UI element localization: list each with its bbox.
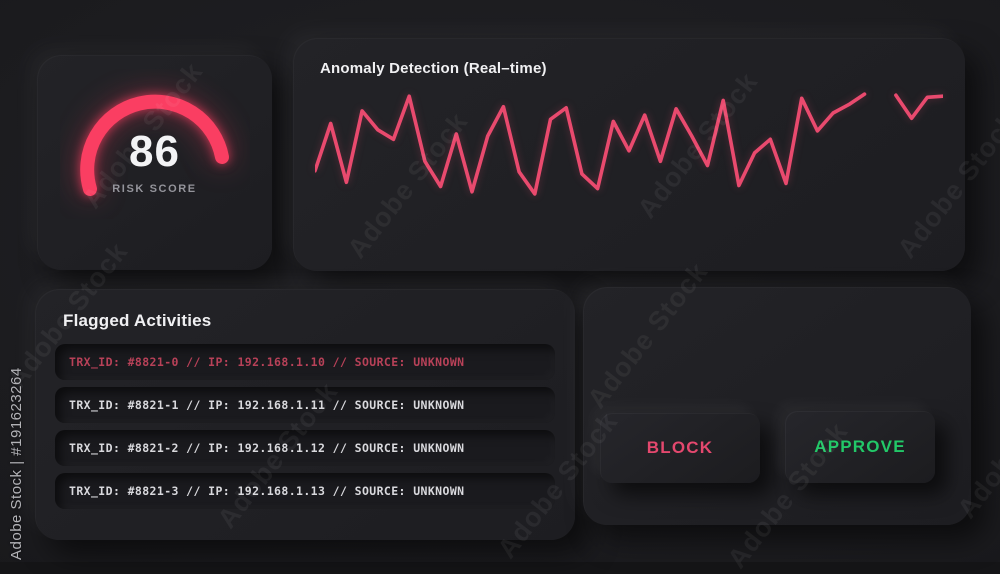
flagged-row: TRX_ID: #8821-1 // IP: 192.168.1.11 // S… bbox=[55, 387, 555, 423]
flagged-row: TRX_ID: #8821-3 // IP: 192.168.1.13 // S… bbox=[55, 473, 555, 509]
flagged-activities-list: TRX_ID: #8821-0 // IP: 192.168.1.10 // S… bbox=[55, 344, 555, 516]
risk-score-value: 86 bbox=[129, 127, 180, 176]
flagged-activities-title: Flagged Activities bbox=[63, 311, 212, 330]
flagged-row: TRX_ID: #8821-2 // IP: 192.168.1.12 // S… bbox=[55, 430, 555, 466]
anomaly-chart-card: Anomaly Detection (Real–time) bbox=[293, 38, 965, 271]
block-button[interactable]: BLOCK bbox=[600, 413, 760, 483]
risk-score-card: 86 RISK SCORE bbox=[37, 55, 272, 270]
risk-gauge-icon bbox=[79, 94, 229, 196]
approve-button[interactable]: APPROVE bbox=[785, 411, 935, 483]
flagged-activities-card: Flagged Activities TRX_ID: #8821-0 // IP… bbox=[35, 289, 575, 540]
flagged-row: TRX_ID: #8821-0 // IP: 192.168.1.10 // S… bbox=[55, 344, 555, 380]
risk-gauge-arc bbox=[79, 94, 229, 196]
actions-card: BLOCK APPROVE bbox=[583, 287, 971, 525]
stock-id-watermark: Adobe Stock | #191623264 bbox=[8, 367, 25, 560]
anomaly-line-chart bbox=[315, 92, 943, 196]
risk-score-label: RISK SCORE bbox=[112, 183, 197, 195]
chart-title: Anomaly Detection (Real–time) bbox=[320, 60, 547, 77]
